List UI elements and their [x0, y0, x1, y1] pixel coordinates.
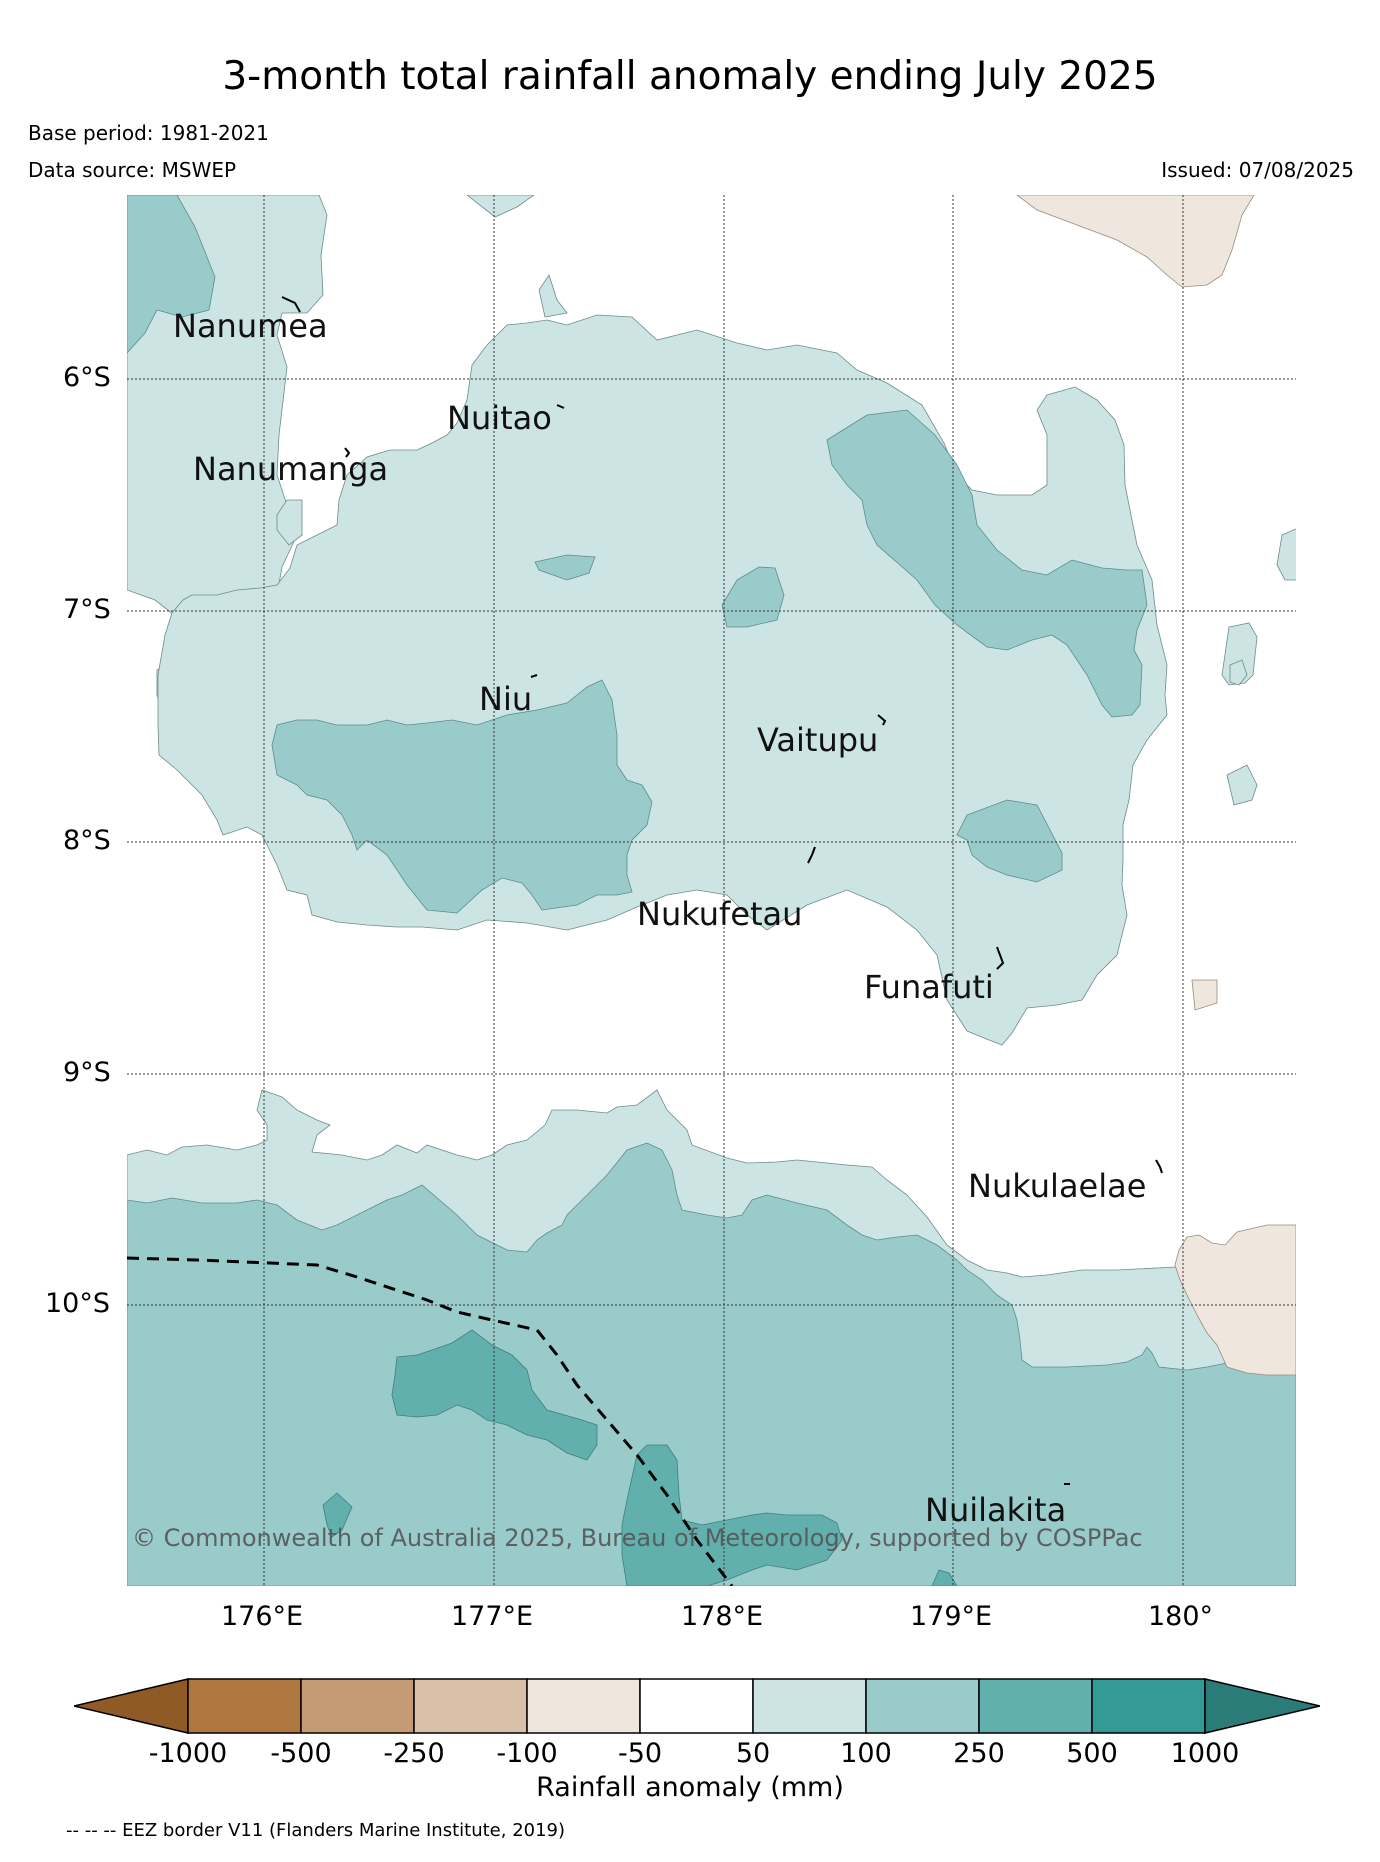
issued-date: Issued: 07/08/2025	[1161, 158, 1354, 182]
place-label-nanumanga: Nanumanga	[193, 450, 388, 488]
colorbar-bin-1	[187, 1678, 302, 1734]
lat-label-6s: 6°S	[63, 362, 111, 393]
colorbar-tick: 1000	[1170, 1738, 1240, 1769]
place-label-nanumea: Nanumea	[173, 307, 328, 345]
colorbar-bin-6	[752, 1678, 867, 1734]
eez-border-line	[127, 1256, 734, 1586]
colorbar-extend-low	[73, 1678, 189, 1734]
colorbar-tick: -50	[617, 1738, 663, 1769]
base-period: Base period: 1981-2021	[28, 121, 269, 145]
place-label-nuilakita: Nuilakita	[925, 1491, 1066, 1529]
colorbar-tick: -100	[496, 1738, 558, 1769]
lon-label-177e: 177°E	[451, 1601, 534, 1632]
lon-label-179e: 179°E	[910, 1601, 993, 1632]
lon-label-180: 180°	[1148, 1601, 1214, 1632]
lat-label-10s: 10°S	[45, 1288, 110, 1319]
colorbar-bin-4	[526, 1678, 641, 1734]
lon-label-176e: 176°E	[221, 1601, 304, 1632]
island-outlines	[281, 296, 1163, 1485]
colorbar	[73, 1676, 1321, 1736]
colorbar-extend-high	[1204, 1678, 1321, 1734]
graticule	[127, 195, 1296, 1586]
colorbar-bin-7	[865, 1678, 980, 1734]
colorbar-tick: -500	[270, 1738, 332, 1769]
place-label-nukufetau: Nukufetau	[637, 895, 802, 933]
colorbar-tick: 500	[1066, 1738, 1118, 1769]
place-label-niu: Niu	[479, 680, 532, 718]
data-source: Data source: MSWEP	[28, 158, 237, 182]
copyright-notice: © Commonwealth of Australia 2025, Bureau…	[132, 1524, 1143, 1552]
colorbar-bin-3	[413, 1678, 528, 1734]
place-label-nuitao: Nuitao	[447, 399, 552, 437]
colorbar-bin-5	[639, 1678, 754, 1734]
colorbar-tick: -1000	[148, 1738, 228, 1769]
colorbar-tick: 50	[735, 1738, 771, 1769]
lon-label-178e: 178°E	[681, 1601, 764, 1632]
lat-label-8s: 8°S	[63, 825, 111, 856]
colorbar-bin-2	[300, 1678, 415, 1734]
eez-footnote: -- -- -- EEZ border V11 (Flanders Marine…	[66, 1820, 566, 1841]
anomaly-100-250-regions	[127, 195, 1296, 1586]
colorbar-tick: -250	[383, 1738, 445, 1769]
place-label-funafuti: Funafuti	[864, 968, 994, 1006]
colorbar-bin-8	[978, 1678, 1093, 1734]
colorbar-tick: 100	[840, 1738, 892, 1769]
place-label-nukulaelae: Nukulaelae	[968, 1167, 1146, 1205]
colorbar-tick: 250	[953, 1738, 1005, 1769]
anomaly-neg50-neg100-regions	[1016, 195, 1296, 1376]
map-title: 3-month total rainfall anomaly ending Ju…	[222, 54, 1158, 99]
colorbar-bin-9	[1091, 1678, 1206, 1734]
rainfall-anomaly-map: Nanumea Nuitao Nanumanga Niu Vaitupu Nuk…	[127, 195, 1296, 1586]
lat-label-9s: 9°S	[63, 1057, 111, 1088]
colorbar-label: Rainfall anomaly (mm)	[536, 1772, 844, 1803]
place-label-vaitupu: Vaitupu	[757, 721, 878, 759]
lat-label-7s: 7°S	[63, 594, 111, 625]
